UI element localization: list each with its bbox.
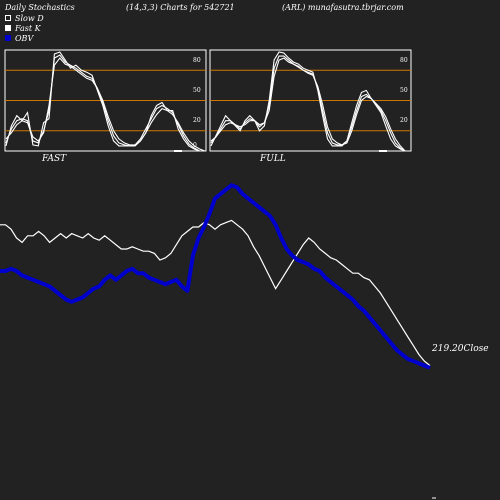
legend-item-fast-k: Fast K <box>5 23 44 33</box>
price-close-line <box>0 219 431 367</box>
fast-stochastic-panel: 80 50 20 0 <box>4 49 207 152</box>
full-series-line-1 <box>210 51 410 152</box>
full-tick-label-80: 80 <box>400 57 408 64</box>
legend-label-slow-d: Slow D <box>15 13 44 23</box>
chart-title: Daily Stochastics <box>5 3 75 12</box>
slow-d-swatch <box>5 15 11 21</box>
full-series-line-3 <box>210 57 410 152</box>
full-tick-label-20: 20 <box>400 117 408 124</box>
obv-swatch <box>5 35 11 41</box>
fast-series-line-2 <box>5 54 205 152</box>
full-series-line-2 <box>210 55 410 152</box>
chart-params: (14,3,3) Charts for 542721 <box>126 3 235 12</box>
fast-tick-label-20: 20 <box>193 117 201 124</box>
legend: Slow D Fast K OBV <box>5 13 44 43</box>
fast-tick-label-0: 0 <box>193 142 197 149</box>
fast-k-swatch <box>5 25 11 31</box>
legend-item-obv: OBV <box>5 33 44 43</box>
close-price-label: 219.20Close <box>431 344 489 354</box>
chart-symbol: (ARL) munafasutra.tbrjar.com <box>282 3 404 12</box>
fast-tick-label-50: 50 <box>193 87 201 94</box>
fast-panel-label: FAST <box>41 154 67 164</box>
fast-tick-label-80: 80 <box>193 57 201 64</box>
legend-label-obv: OBV <box>15 33 34 43</box>
full-tick-label-50: 50 <box>400 87 408 94</box>
legend-item-slow-d: Slow D <box>5 13 44 23</box>
fast-series-line-3 <box>5 57 206 152</box>
full-panel-label: FULL <box>259 154 286 164</box>
full-stochastic-panel: 80 50 20 <box>209 49 412 152</box>
obv-line <box>0 183 431 370</box>
price-obv-plot <box>0 183 436 499</box>
legend-label-fast-k: Fast K <box>15 23 41 33</box>
